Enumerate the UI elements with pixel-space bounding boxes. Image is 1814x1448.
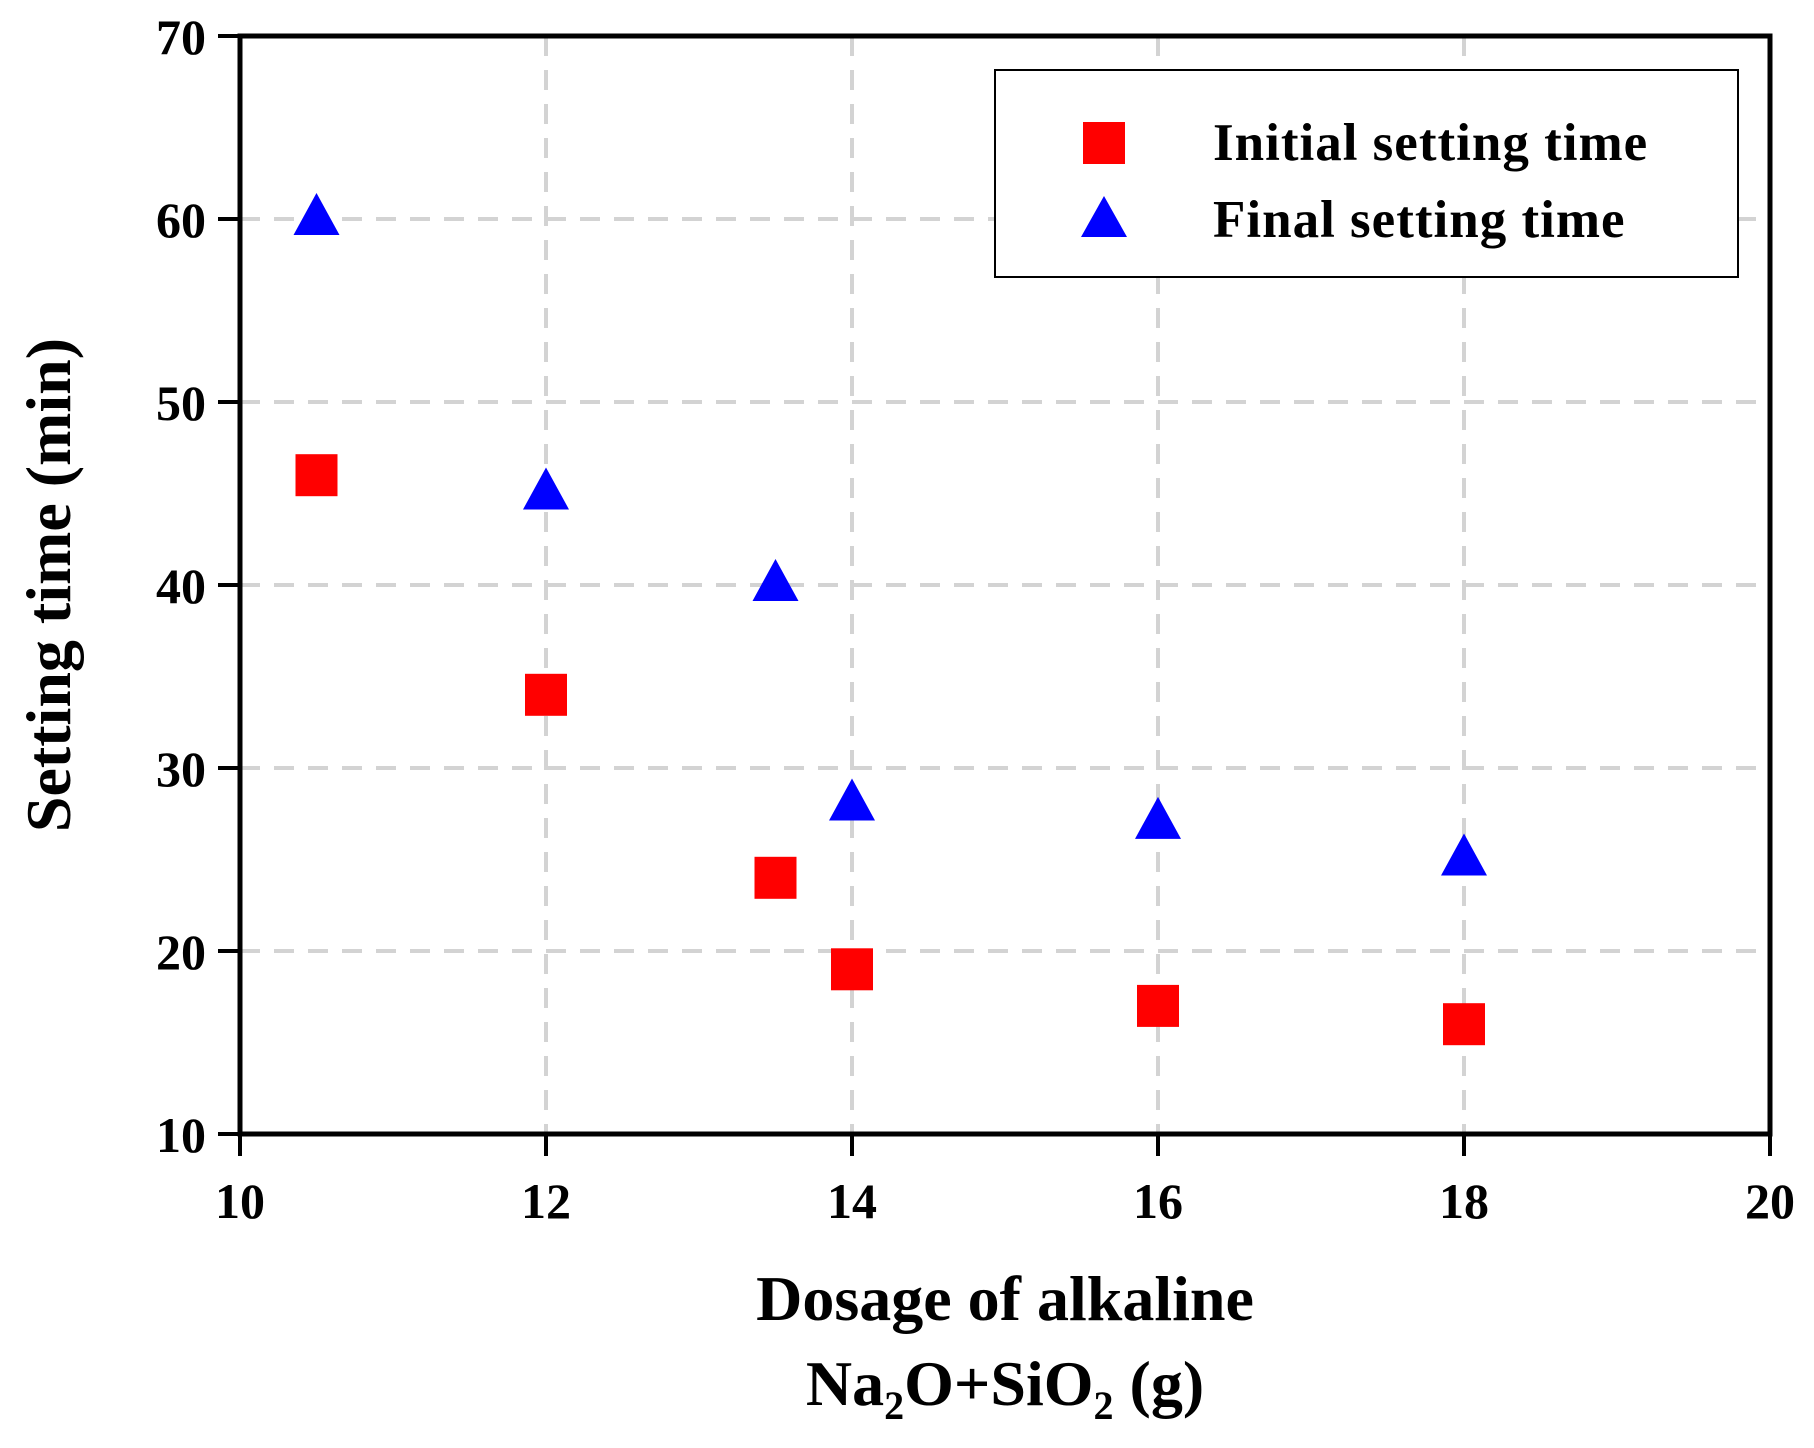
initial-setting-point-0 xyxy=(295,454,338,497)
xlabel-na: Na xyxy=(806,1348,884,1419)
y-tick-label-5: 60 xyxy=(156,192,206,248)
xlabel-o-sio: O+SiO xyxy=(904,1348,1093,1419)
legend-triangle-marker xyxy=(1081,196,1127,237)
legend-label-final: Final setting time xyxy=(1213,191,1626,249)
x-tick-label-4: 18 xyxy=(1439,1173,1489,1229)
final-setting-point-3 xyxy=(829,778,875,821)
initial-setting-point-3 xyxy=(831,948,873,991)
final-setting-point-1 xyxy=(523,467,569,510)
y-tick-label-6: 70 xyxy=(156,9,206,65)
y-tick-label-0: 10 xyxy=(156,1107,206,1163)
final-setting-point-4 xyxy=(1135,796,1181,839)
y-tick-label-2: 30 xyxy=(156,741,206,797)
initial-setting-point-2 xyxy=(754,856,797,899)
xlabel-sub-2: 2 xyxy=(1094,1383,1114,1428)
y-tick-label-4: 50 xyxy=(156,375,206,431)
y-axis-title: Setting time (min) xyxy=(13,338,84,832)
y-tick-label-3: 40 xyxy=(156,558,206,614)
data-points xyxy=(293,192,1487,1046)
plot-frame xyxy=(237,33,1773,1137)
legend-box xyxy=(994,69,1739,278)
x-tick-label-2: 14 xyxy=(827,1173,877,1229)
final-setting-point-5 xyxy=(1441,833,1487,876)
legend-square-marker xyxy=(1083,122,1125,164)
y-tick-label-1: 20 xyxy=(156,924,206,980)
xlabel-unit: (g) xyxy=(1114,1348,1205,1419)
axis-ticks xyxy=(218,34,1772,1156)
legend-label-initial: Initial setting time xyxy=(1213,114,1648,172)
x-tick-label-1: 12 xyxy=(521,1173,571,1229)
tick-labels: 10 12 14 16 18 20 10 20 30 40 50 60 70 xyxy=(156,9,1795,1229)
xlabel-sub-1: 2 xyxy=(884,1383,904,1428)
x-axis-title-line2: Na2O+SiO2 (g) xyxy=(806,1348,1204,1428)
x-axis-title-line1: Dosage of alkaline xyxy=(756,1263,1254,1334)
x-tick-label-3: 16 xyxy=(1133,1173,1183,1229)
legend: Initial setting time Final setting time xyxy=(994,69,1739,278)
x-tick-label-0: 10 xyxy=(215,1173,265,1229)
initial-setting-point-5 xyxy=(1443,1003,1485,1046)
final-setting-point-2 xyxy=(752,558,799,601)
initial-setting-point-4 xyxy=(1137,984,1179,1027)
x-tick-label-5: 20 xyxy=(1745,1173,1795,1229)
final-setting-point-0 xyxy=(293,192,340,235)
initial-setting-point-1 xyxy=(525,673,567,716)
